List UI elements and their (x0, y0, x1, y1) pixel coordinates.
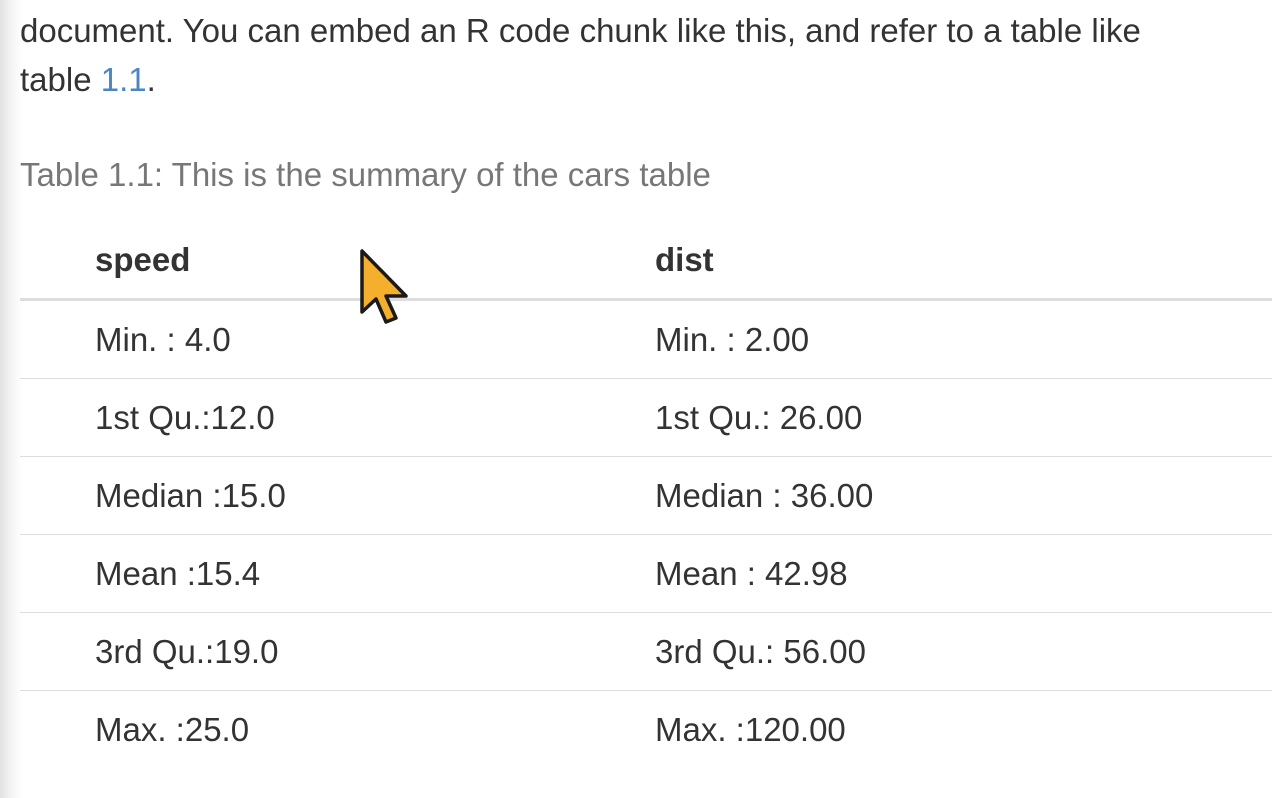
page-edge-shadow (0, 0, 22, 798)
table-cell: Mean :15.4 (20, 534, 655, 613)
paragraph-line-1: document. You can embed an R code chunk … (20, 12, 1141, 49)
table-caption: Table 1.1: This is the summary of the ca… (20, 156, 711, 193)
table-header-row: speed dist (20, 222, 1272, 301)
table-cell: Max. :25.0 (95, 710, 250, 748)
table-cell: Min. : 2.00 (655, 299, 1272, 379)
paragraph-line-2-suffix: . (146, 61, 156, 98)
paragraph-line-2-prefix: table (20, 61, 101, 98)
column-header-dist: dist (655, 222, 1272, 301)
table-row: 3rd Qu.:19.0 3rd Qu.: 56.00 (20, 612, 1272, 691)
table-row: Mean :15.4 Mean : 42.98 (20, 534, 1272, 613)
mouse-pointer-icon (360, 249, 408, 324)
table-row: 1st Qu.:12.0 1st Qu.: 26.00 (20, 378, 1272, 457)
summary-table: speed dist Min. : 4.0 Min. : 2.00 1st Qu… (20, 222, 1272, 768)
table-cell: Min. : 4.0 (20, 299, 655, 379)
table-row: Median :15.0 Median : 36.00 (20, 456, 1272, 535)
column-header-speed: speed (20, 222, 655, 301)
table-cell: 3rd Qu.: 56.00 (655, 612, 1272, 691)
body-paragraph: document. You can embed an R code chunk … (20, 6, 1265, 104)
table-row: Max. :25.0 Max. :120.00 (20, 691, 1272, 769)
table-row: Min. : 4.0 Min. : 2.00 (20, 299, 1272, 379)
table-cell: 1st Qu.:12.0 (20, 378, 655, 457)
table-cell: 1st Qu.: 26.00 (655, 378, 1272, 457)
table-cell: 3rd Qu.:19.0 (20, 612, 655, 691)
table-cell: Mean : 42.98 (655, 534, 1272, 613)
table-cell: Max. :120.00 (655, 710, 846, 748)
table-cell: Median :15.0 (20, 456, 655, 535)
table-reference-link[interactable]: 1.1 (100, 61, 147, 98)
table-cell: Median : 36.00 (655, 456, 1272, 535)
